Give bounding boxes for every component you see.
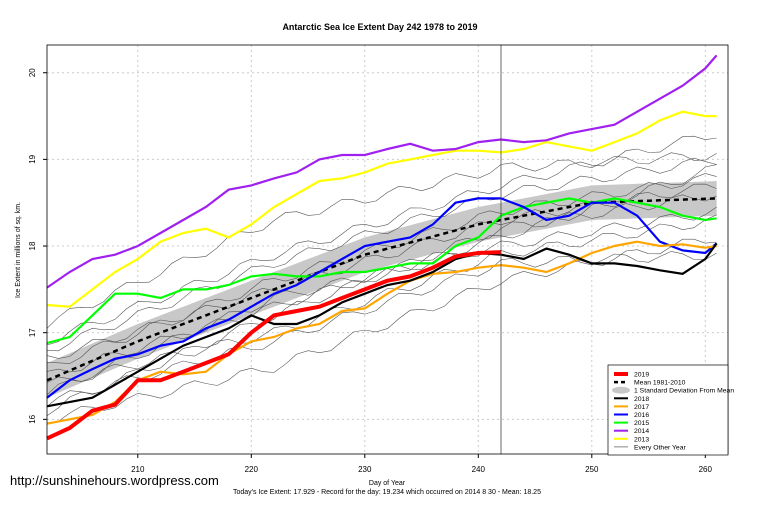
other-year-line <box>46 152 717 329</box>
other-year-line <box>46 157 717 352</box>
x-tick-label: 240 <box>472 465 486 474</box>
x-tick-label: 210 <box>131 465 145 474</box>
legend-label: 2015 <box>634 420 649 427</box>
series-line-2019 <box>46 250 502 441</box>
legend-label: 2019 <box>634 372 649 379</box>
legend-label: 2017 <box>634 404 649 411</box>
y-tick-label: 19 <box>28 154 37 163</box>
x-tick-label: 220 <box>245 465 259 474</box>
y-tick-label: 17 <box>28 328 37 337</box>
x-tick-label: 260 <box>699 465 713 474</box>
y-axis-label: Ice Extent in millions of sq. km. <box>15 202 22 298</box>
x-axis-label: Day of Year <box>369 480 406 487</box>
other-year-line <box>46 194 717 417</box>
chart-title: Antarctic Sea Ice Extent Day 242 1978 to… <box>282 22 477 32</box>
x-tick-label: 230 <box>358 465 372 474</box>
watermark: http://sunshinehours.wordpress.com <box>10 473 219 488</box>
legend-box <box>607 364 729 456</box>
other-year-line <box>46 214 717 383</box>
series-line-2018 <box>46 242 718 408</box>
other-year-line <box>46 183 717 359</box>
footer-stats: Today's Ice Extent: 17.929 - Record for … <box>233 489 541 496</box>
series-line-2016 <box>46 197 718 399</box>
y-tick-label: 18 <box>28 241 37 250</box>
legend-label: 2018 <box>634 396 649 403</box>
series-line-2014 <box>46 54 718 289</box>
legend-label: 2014 <box>634 428 649 435</box>
other-year-line <box>46 251 717 407</box>
y-tick-label: 20 <box>28 68 37 77</box>
legend-label: 2016 <box>634 412 649 419</box>
legend-label: 2013 <box>634 436 649 443</box>
legend-label: 1 Standard Deviation From Mean <box>634 388 734 395</box>
series-line-2013 <box>46 110 717 308</box>
y-tick-label: 16 <box>28 414 37 423</box>
legend-label: Every Other Year <box>634 444 686 451</box>
series-line-2015 <box>46 197 717 345</box>
x-tick-label: 250 <box>585 465 599 474</box>
std-dev-band <box>47 181 717 398</box>
legend-label: Mean 1981-2010 <box>634 380 686 387</box>
other-year-line <box>46 173 717 364</box>
plot-frame <box>46 44 729 455</box>
legend-swatch-band <box>612 386 630 394</box>
other-year-line <box>46 135 717 346</box>
